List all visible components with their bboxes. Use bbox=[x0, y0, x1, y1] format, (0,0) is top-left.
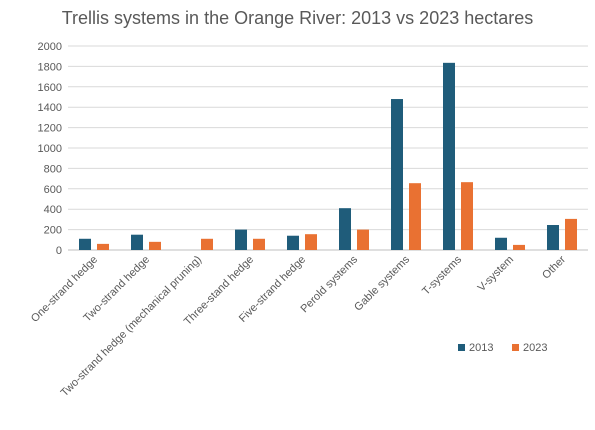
y-tick-label: 400 bbox=[44, 204, 62, 216]
bar-2013-4 bbox=[287, 235, 299, 250]
bar-2023-4 bbox=[305, 234, 317, 250]
chart-title: Trellis systems in the Orange River: 201… bbox=[61, 8, 534, 28]
x-tick-label: Other bbox=[540, 253, 568, 281]
legend-label: 2023 bbox=[523, 342, 547, 354]
y-tick-label: 800 bbox=[44, 163, 62, 175]
bar-2013-5 bbox=[339, 208, 351, 250]
legend: 2013 2023 bbox=[458, 342, 547, 354]
bar-2013-0 bbox=[79, 238, 91, 250]
y-tick-label: 1200 bbox=[38, 123, 62, 135]
bar-2013-8 bbox=[495, 237, 507, 250]
bar-2013-3 bbox=[235, 229, 247, 250]
bar-2023-1 bbox=[149, 241, 161, 250]
y-tick-label: 1000 bbox=[38, 143, 62, 155]
bar-2013-1 bbox=[131, 234, 143, 250]
legend-label: 2013 bbox=[469, 342, 493, 354]
bar-2013-6 bbox=[391, 99, 403, 250]
bar-2013-9 bbox=[547, 225, 559, 250]
x-tick-label: Gable systems bbox=[352, 253, 412, 313]
legend-item-2023: 2023 bbox=[512, 342, 547, 354]
bar-2023-0 bbox=[97, 243, 109, 250]
bar-2023-7 bbox=[461, 182, 473, 250]
legend-item-2013: 2013 bbox=[458, 342, 493, 354]
bar-2013-7 bbox=[443, 62, 455, 250]
y-tick-label: 600 bbox=[44, 184, 62, 196]
legend-swatch bbox=[458, 344, 465, 351]
y-tick-label: 1800 bbox=[38, 61, 62, 73]
y-tick-label: 2000 bbox=[38, 41, 62, 53]
y-axis-tick-labels: 0 200 400 600 800 1000 1200 1400 1600 1800 2000 bbox=[38, 41, 62, 257]
y-tick-label: 0 bbox=[56, 245, 62, 257]
y-tick-label: 200 bbox=[44, 225, 62, 237]
bar-2023-8 bbox=[513, 244, 525, 250]
bar-2023-2 bbox=[201, 238, 213, 250]
x-tick-label: T-systems bbox=[420, 253, 464, 297]
bar-2023-3 bbox=[253, 238, 265, 250]
bar-2023-9 bbox=[565, 218, 577, 250]
bars bbox=[79, 62, 577, 250]
y-tick-label: 1400 bbox=[38, 102, 62, 114]
legend-swatch bbox=[512, 344, 519, 351]
bar-2023-6 bbox=[409, 183, 421, 250]
bar-2023-5 bbox=[357, 229, 369, 250]
y-tick-label: 1600 bbox=[38, 82, 62, 94]
gridlines bbox=[68, 45, 588, 251]
x-tick-label: Perold systems bbox=[298, 253, 360, 315]
x-tick-label: V-system bbox=[476, 254, 516, 294]
